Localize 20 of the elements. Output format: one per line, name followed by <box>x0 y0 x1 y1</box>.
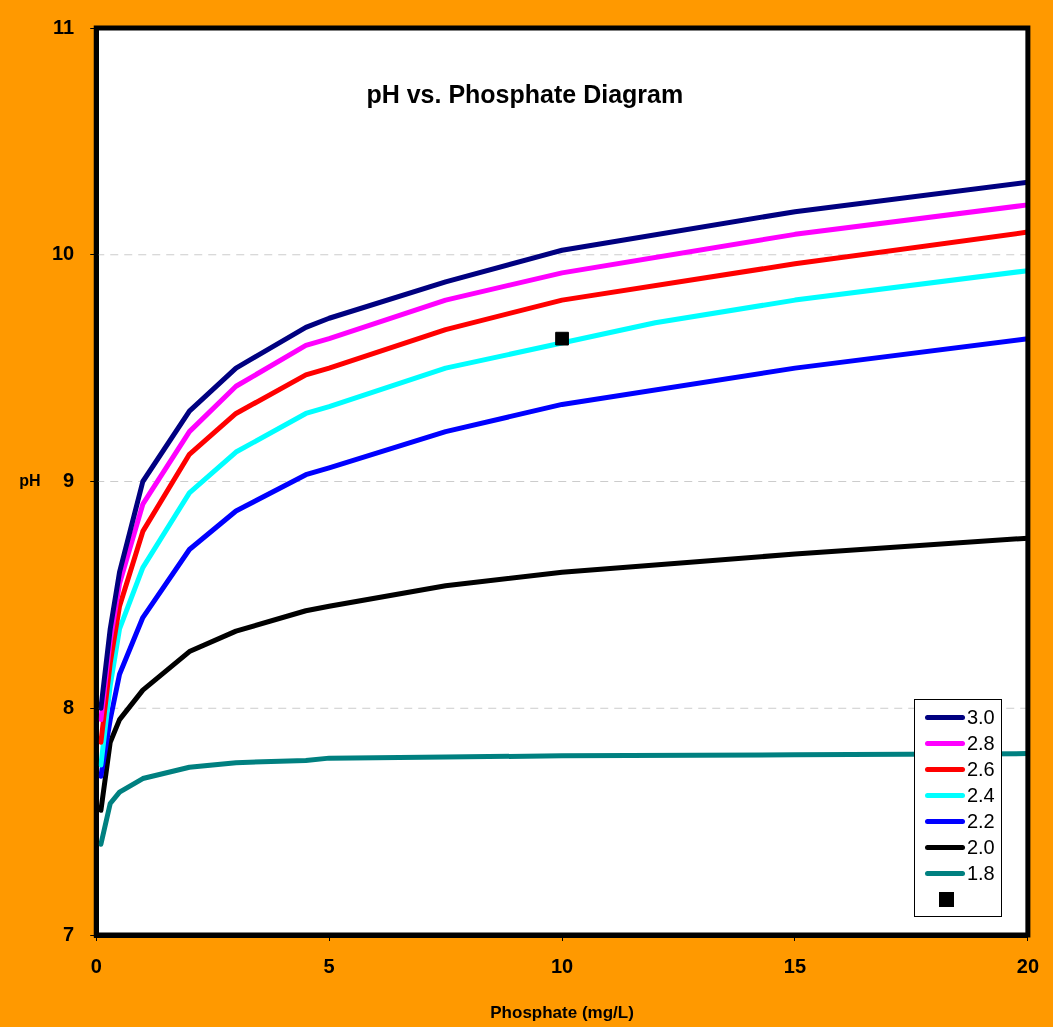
legend-label: 2.2 <box>966 809 995 833</box>
legend-label: 3.0 <box>966 705 995 729</box>
legend-label: 2.6 <box>966 757 995 781</box>
x-tick-label: 5 <box>323 954 335 977</box>
y-tick-label: 11 <box>53 15 75 38</box>
legend-label: 2.4 <box>966 783 995 807</box>
legend-label: 2.8 <box>966 731 995 755</box>
text: pH vs. Phosphate Diagram <box>366 79 684 108</box>
y-tick-label: 9 <box>63 469 75 492</box>
y-tick-label: 7 <box>63 922 75 945</box>
y-tick-label: 10 <box>52 242 75 265</box>
legend-label: 2.0 <box>966 835 995 859</box>
x-tick-label: 10 <box>550 954 574 977</box>
y-axis-title: pH <box>19 471 41 489</box>
x-tick-label: 20 <box>1016 954 1039 977</box>
y-tick-label: 8 <box>63 695 75 718</box>
x-axis-title: Phosphate (mg/L) <box>490 1002 634 1022</box>
x-tick-label: 0 <box>90 954 102 977</box>
legend-label: 1.8 <box>966 861 995 885</box>
x-tick-label: 15 <box>783 954 807 977</box>
